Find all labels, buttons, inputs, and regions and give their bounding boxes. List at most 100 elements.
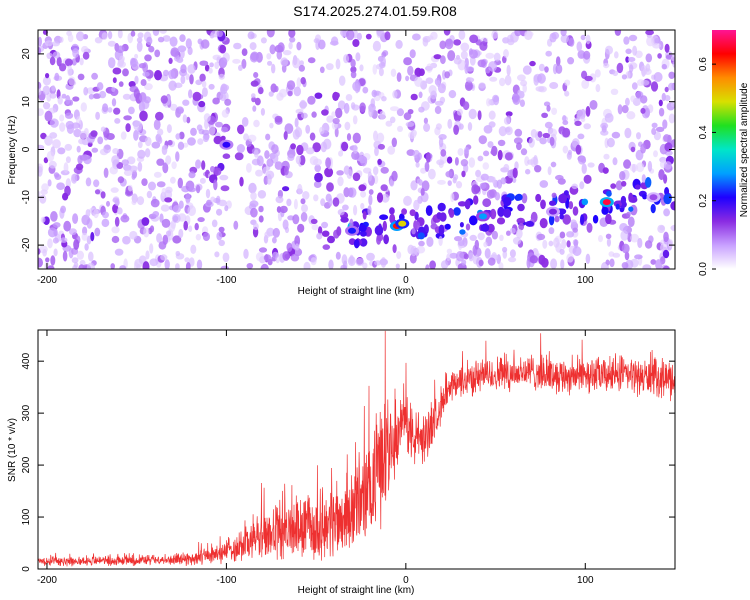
spectrogram-cell [548, 240, 554, 247]
spectrogram-cell [337, 209, 345, 216]
spectrogram-cell [385, 120, 393, 127]
spectrogram-x-ticks: -200 -100 0 100 [37, 30, 594, 286]
spectrogram-cell [233, 42, 242, 50]
spectrogram-cell [541, 112, 548, 119]
spectrogram-cell [336, 226, 342, 237]
spectrogram-cell [624, 251, 630, 261]
spectrogram-cell [647, 160, 653, 172]
spectrogram-cell [630, 95, 636, 103]
spectrogram-cell [172, 215, 179, 223]
spectrogram-cell [418, 91, 423, 99]
spectrogram-cell [658, 99, 663, 107]
spectrogram-cell [564, 79, 571, 86]
spectrogram-cell [212, 97, 220, 105]
colorbar: 0.0 0.2 0.4 0.6 Normalized spectral amplitu… [698, 30, 750, 276]
spectrogram-cell [263, 254, 272, 262]
spectrogram-cell [585, 34, 591, 45]
spectrogram-cell [657, 224, 666, 234]
spectrogram-cell [150, 198, 160, 208]
spectrogram-cell [232, 58, 241, 64]
spectrogram-cell [498, 126, 507, 137]
spectrogram-cell [416, 245, 426, 254]
spectrogram-cell [380, 257, 387, 268]
spectrogram-cell [624, 127, 632, 139]
spectrogram-cell [218, 239, 225, 247]
spectrogram-cell [208, 124, 216, 136]
spectrogram-cell [249, 42, 257, 51]
spectrogram-cell [47, 227, 57, 238]
spectrogram-cell [658, 107, 665, 117]
spectrogram-cell [403, 195, 412, 206]
spectrogram-cell [143, 96, 151, 104]
spectrogram-cell [143, 227, 150, 238]
spectrogram-cell [331, 36, 339, 46]
spectrogram-cell [287, 154, 295, 162]
spectrogram-cell [645, 177, 652, 188]
spectrogram-cell [117, 176, 125, 184]
spectrogram-cell [76, 250, 84, 260]
spectrogram-cell [117, 30, 123, 39]
spectrogram-cell [266, 30, 275, 38]
spectrogram-cell [81, 232, 88, 241]
spectrogram-cell [389, 213, 396, 224]
spectrogram-cell [258, 247, 268, 253]
spectrogram-cell [282, 186, 290, 192]
spectrogram-cell [277, 42, 285, 53]
spectrogram-cell [516, 142, 522, 151]
spectrogram-cell [577, 109, 584, 120]
spectrogram-cell [116, 207, 123, 215]
spectrogram-cell [469, 215, 478, 226]
spectrogram-cell [335, 58, 341, 70]
spectrogram-cell [307, 95, 316, 105]
spectrogram-cell [157, 128, 164, 136]
spectrogram-cell [51, 85, 56, 92]
spectrogram-cell [328, 259, 334, 269]
spectrogram-cell [46, 52, 53, 59]
snr-frame [37, 329, 676, 570]
spectrogram-cell [428, 168, 436, 180]
spectrogram-cell [529, 60, 536, 67]
spectrogram-cell [64, 143, 73, 151]
spectrogram-cell [38, 257, 43, 268]
spectrogram-cell [335, 107, 343, 119]
spectrogram-cell [374, 225, 384, 236]
spectrogram-cell [338, 75, 346, 86]
spectrogram-cell [642, 264, 652, 269]
spectrogram-cell [114, 216, 120, 227]
spectrogram-cell [95, 111, 100, 120]
spectrogram-cell [103, 144, 112, 154]
spectrogram-cell [344, 121, 351, 131]
spectrogram-cell [302, 191, 310, 200]
spectrogram-cell [396, 108, 404, 117]
spectrogram-cell [145, 250, 150, 260]
spectrogram-cell [503, 208, 512, 218]
spectrogram-cell [627, 216, 635, 228]
spectrogram-cell [195, 184, 201, 194]
spectrogram-cell [123, 169, 133, 176]
spectrogram-cell [168, 57, 173, 64]
spectrogram-cell [373, 166, 379, 176]
spectrogram-cell [625, 97, 630, 106]
spectrogram-cell [162, 162, 169, 174]
spectrogram-cell [539, 180, 549, 188]
spectrogram-cell [80, 102, 88, 112]
spectrogram-cell [258, 87, 264, 95]
hot-spot [479, 213, 488, 220]
spectrogram-cell [157, 36, 165, 43]
spectrogram-cell [275, 196, 284, 204]
spectrogram-cell [297, 223, 305, 233]
spectrogram-cell [554, 215, 560, 223]
spectrogram-cell [112, 148, 119, 155]
spectrogram-cell [88, 251, 94, 262]
spectrogram-cell [195, 159, 202, 169]
spectrogram-cell [381, 193, 390, 203]
spectrogram-cell [187, 187, 196, 193]
spectrogram-cell [514, 30, 522, 37]
x-tick-label: 100 [577, 275, 594, 286]
spectrogram-cell [322, 244, 331, 250]
spectrogram-cell [314, 164, 322, 173]
spectrogram-cell [366, 252, 375, 261]
spectrogram-cell [446, 156, 453, 164]
spectrogram-cell [296, 144, 304, 156]
spectrogram-cell [416, 178, 422, 184]
